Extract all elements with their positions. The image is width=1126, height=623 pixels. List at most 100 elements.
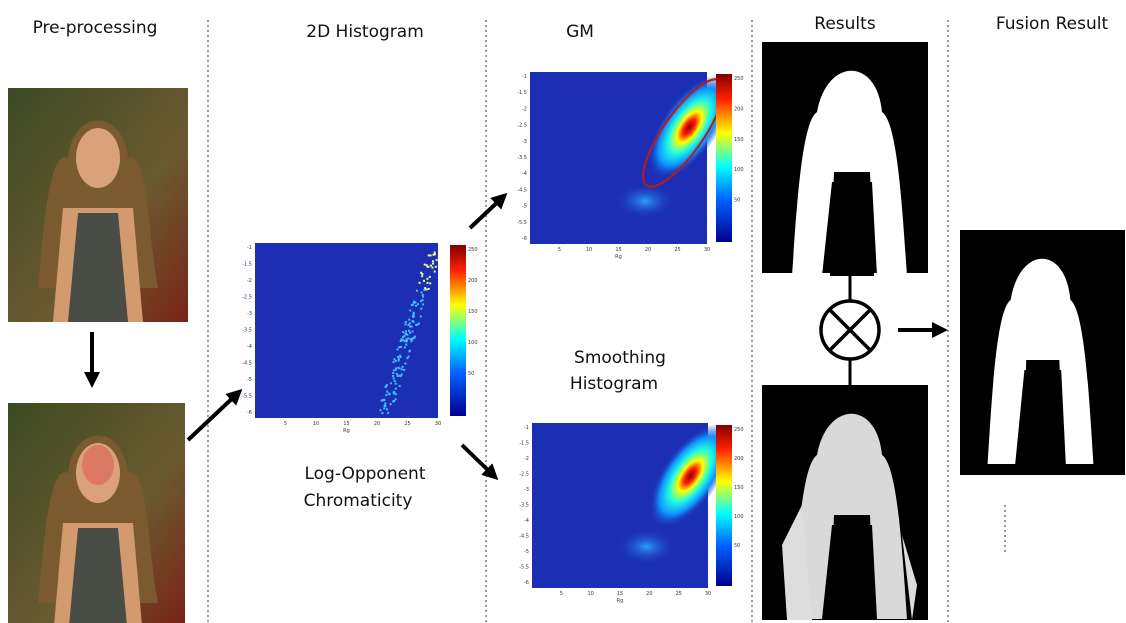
heatmap-dot [412,304,414,306]
heatmap-dot [421,291,423,293]
colorbar-tick-label: 200 [734,106,744,112]
column-title: GM [566,22,594,42]
heatmap-dot [390,403,392,405]
heatmap-dot [400,356,402,358]
heatmap-dot [401,368,403,370]
x-axis-label: Rg [343,428,350,434]
heatmap-dot [418,323,420,325]
heatmap-dot [393,369,395,371]
y-tick-label: -4 [247,344,252,350]
heatmap-dot [429,276,431,278]
heatmap-dot [392,372,394,374]
y-tick-label: -5 [524,549,529,555]
heatmap-dot [413,316,415,318]
heatmap-dot [412,314,414,316]
colorbar-tick-label: 100 [734,514,744,520]
heatmap-dot [404,346,406,348]
heatmap-dot [384,405,386,407]
heatmap-dot [417,303,419,305]
heatmap-dot [421,275,423,277]
heatmap-dot [395,388,397,390]
heatmap-dot [419,282,421,284]
heatmap-dot [408,319,410,321]
heatmap-dot [402,366,404,368]
heatmap-dot [415,305,417,307]
y-tick-label: -1.5 [517,90,527,96]
heatmap-dot [408,356,410,358]
heatmap-dot [409,332,411,334]
heatmap-dot [394,380,396,382]
fusion-operator [821,273,879,385]
heatmap-dot [403,369,405,371]
heatmap-dot [428,288,430,290]
x-tick-label: 25 [674,247,680,253]
colorbar-tick-label: 150 [734,137,744,143]
result-image [762,385,928,620]
heatmap-dot [408,324,410,326]
heatmap-dot [407,337,409,339]
colorbar-tick-label: 200 [734,456,744,462]
heatmap-dot [416,290,418,292]
heatmap-dot [426,278,428,280]
y-tick-label: -6 [524,580,529,586]
heatmap-dot [393,377,395,379]
x-tick-label: 30 [705,591,711,597]
heatmap-dot [438,257,440,259]
heatmap-dot [423,289,425,291]
y-tick-label: -5 [522,204,527,210]
x-tick-label: 15 [343,421,349,427]
heatmap-dot [398,375,400,377]
heatmap-dot [399,385,401,387]
x-axis-label: Rg [617,598,624,604]
y-tick-label: -2 [247,278,252,284]
heatmap-dot [413,301,415,303]
heatmap-dot [426,288,428,290]
colorbar-tick-label: 250 [734,76,744,82]
y-tick-label: -2.5 [242,295,252,301]
heatmap-dot [413,321,415,323]
x-tick-label: 15 [615,247,621,253]
heatmap-dot [434,271,436,273]
heatmap: 25020015010050-1-1.5-2-2.5-3-3.5-4-4.5-5… [519,411,748,604]
colorbar-tick-label: 200 [468,278,478,284]
y-tick-label: -3 [522,139,527,145]
heatmap-dot [411,338,413,340]
heatmap: 25020015010050-1-1.5-2-2.5-3-3.5-4-4.5-5… [517,62,746,260]
colorbar-tick-label: 150 [734,485,744,491]
column-title: Pre-processing [33,18,158,38]
x-tick-label: 5 [560,591,563,597]
y-tick-label: -3.5 [242,328,252,334]
colorbar-tick-label: 150 [468,309,478,315]
heatmap-dot [408,350,410,352]
heatmap-dot [398,367,400,369]
x-tick-label: 15 [617,591,623,597]
density-tail [615,183,675,219]
heatmap-dot [390,382,392,384]
heatmap-dot [405,344,407,346]
colorbar-tick-label: 50 [734,198,740,204]
fusion-image [960,230,1125,475]
y-tick-label: -5.5 [242,394,252,400]
colorbar [716,425,732,586]
heatmap-dot [402,339,404,341]
heatmap-dot [395,398,397,400]
colorbar [716,74,732,242]
heatmap-dot [408,330,410,332]
heatmap-dot [420,308,422,310]
y-tick-label: -4 [524,518,529,524]
caption: Histogram [570,374,658,394]
y-tick-label: -3.5 [517,155,527,161]
heatmap: 25020015010050-1-1.5-2-2.5-3-3.5-4-4.5-5… [242,243,477,434]
heatmap-dot [435,266,437,268]
y-tick-label: -2 [524,456,529,462]
arrow [462,445,494,476]
heatmap-dot [395,393,397,395]
heatmap-dot [431,267,433,269]
heatmap-dot [405,338,407,340]
y-tick-label: -1 [522,74,527,80]
heatmap-dot [430,265,432,267]
x-tick-label: 10 [586,247,592,253]
caption: Smoothing [574,348,666,368]
heatmap-dot [422,303,424,305]
x-tick-label: 20 [645,247,651,253]
